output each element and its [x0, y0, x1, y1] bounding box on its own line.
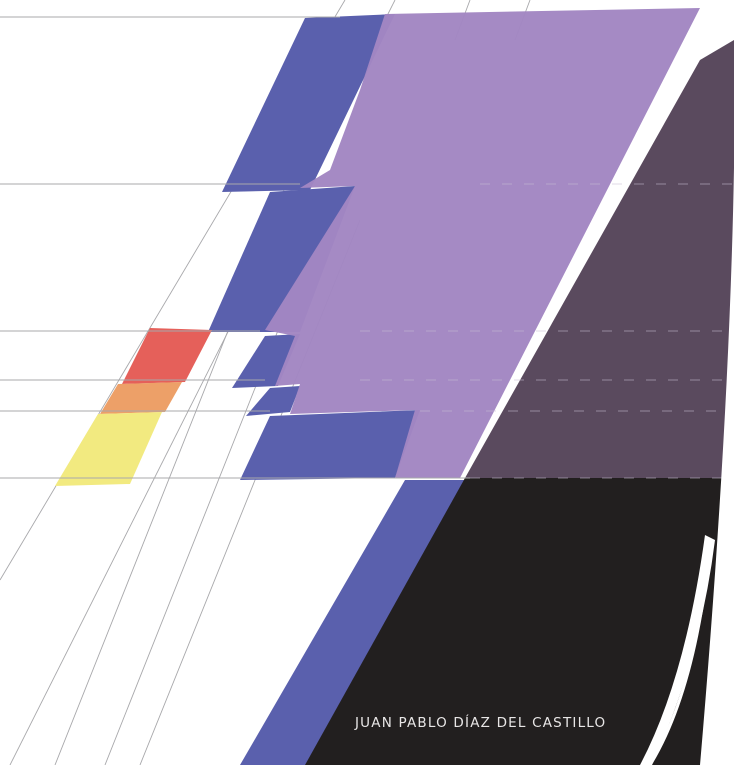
white-swoosh-line [648, 579, 708, 765]
yellow-block [55, 412, 162, 486]
white-swoosh [640, 535, 715, 765]
blue-block [208, 186, 355, 332]
author-name: JUAN PABLO DÍAZ DEL CASTILLO [355, 715, 607, 731]
right-edge-curve [700, 0, 734, 765]
blue-block [240, 410, 420, 480]
blue-stepped-blocks [208, 14, 420, 480]
black-area [305, 478, 734, 765]
dark-purple-area [465, 40, 734, 478]
red-block [122, 328, 212, 384]
horizontal-guide-lines [0, 16, 470, 479]
dashed-guide-lines [360, 183, 734, 479]
blue-block [232, 334, 300, 388]
blue-block [222, 14, 395, 192]
blue-block [246, 386, 300, 416]
orange-block [100, 382, 182, 414]
violet-shape [265, 8, 700, 478]
